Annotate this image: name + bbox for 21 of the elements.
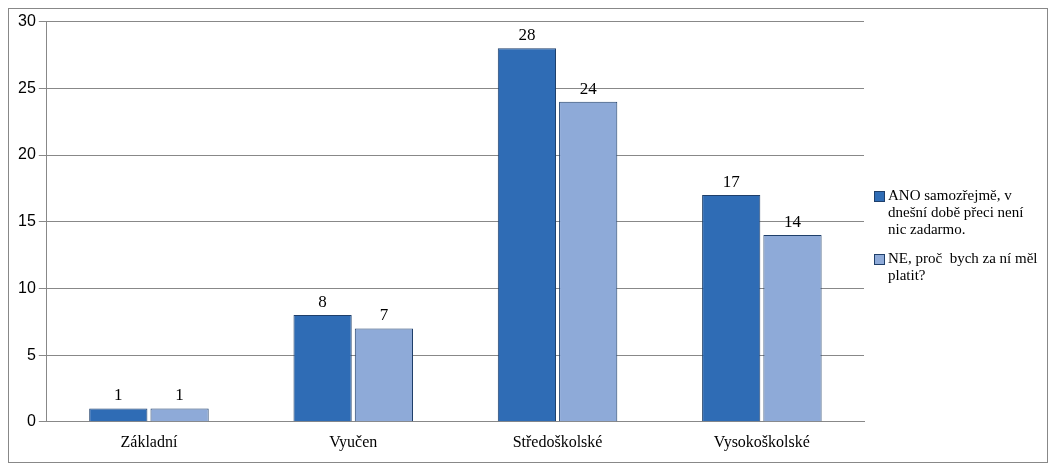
legend-label: ANO samozřejmě, v dnešní době přeci není nic zadarmo. (888, 187, 1025, 238)
data-label: 28 (518, 25, 536, 45)
y-tick-label: 20 (18, 145, 36, 163)
y-tick-label: 15 (18, 212, 36, 230)
x-tick-label: Vyučen (329, 432, 378, 451)
data-label: 1 (114, 385, 123, 405)
y-tick-label: 30 (18, 12, 36, 30)
x-tick-label: Středoškolské (512, 432, 603, 450)
x-tick-label: Základní (120, 432, 178, 450)
y-tick-label: 5 (26, 345, 36, 363)
data-label: 14 (783, 212, 802, 232)
legend-label: NE, proč bych za ní měl platit? (888, 250, 1039, 284)
x-tick-label: Vysokoškolské (713, 432, 810, 451)
y-tick-label: 0 (26, 412, 36, 430)
data-label: 1 (175, 385, 184, 405)
y-tick-label: 10 (18, 278, 36, 296)
y-tick-label: 25 (18, 78, 36, 96)
data-label: 24 (579, 78, 598, 98)
data-label: 8 (318, 292, 327, 312)
data-label: 17 (722, 171, 741, 191)
data-label: 7 (379, 305, 389, 325)
